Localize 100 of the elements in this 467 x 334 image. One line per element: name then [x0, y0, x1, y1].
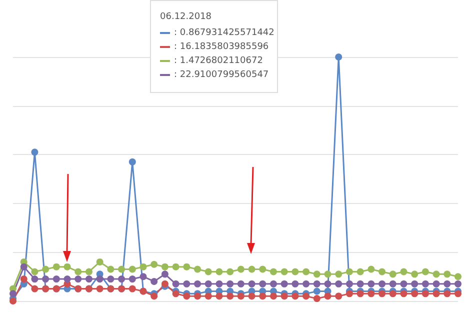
point: [64, 276, 71, 283]
point: [324, 292, 332, 300]
point: [161, 270, 168, 278]
point: [107, 266, 114, 273]
point: [378, 280, 386, 288]
point: [140, 273, 147, 280]
point: [422, 280, 429, 288]
point: [324, 280, 332, 288]
point: [324, 270, 332, 278]
point: [356, 268, 364, 276]
point: [31, 148, 38, 156]
point: [378, 268, 386, 276]
point: [194, 292, 202, 300]
point: [172, 263, 180, 270]
point: [85, 276, 92, 283]
point: [237, 280, 244, 288]
point: [302, 280, 310, 288]
point: [356, 290, 364, 298]
point: [128, 285, 136, 292]
point: [42, 266, 50, 273]
point: [20, 263, 28, 270]
point: [237, 266, 244, 273]
point: [444, 280, 451, 288]
point: [400, 280, 408, 288]
point: [346, 290, 353, 298]
point: [20, 276, 28, 283]
point: [259, 292, 266, 300]
point: [96, 276, 104, 283]
point: [204, 268, 212, 276]
point: [107, 276, 114, 283]
point: [74, 268, 82, 276]
point: [248, 280, 256, 288]
tooltip-box: 06.12.2018 : 0.867931425571442 : 16.1835803985596 : 1.4726802110672 : 22.9100799560547: [150, 0, 278, 93]
point: [161, 280, 168, 288]
point: [10, 290, 16, 298]
point: [226, 280, 234, 288]
point: [400, 268, 408, 276]
point: [42, 276, 50, 283]
point: [270, 268, 277, 276]
point: [150, 292, 158, 300]
point: [368, 290, 375, 298]
point: [432, 280, 440, 288]
point: [31, 276, 38, 283]
point: [183, 280, 190, 288]
point: [335, 54, 342, 60]
point: [270, 292, 277, 300]
point: [259, 266, 266, 273]
point: [389, 270, 396, 278]
point: [422, 290, 429, 298]
point: [204, 292, 212, 300]
point: [411, 270, 418, 278]
point: [183, 292, 190, 300]
point: [118, 266, 126, 273]
point: [356, 280, 364, 288]
point: [150, 260, 158, 268]
point: [259, 280, 266, 288]
point: [292, 280, 299, 288]
point: [292, 292, 299, 300]
point: [454, 290, 462, 298]
point: [444, 270, 451, 278]
annotation: : 22.9100799560547: [174, 70, 269, 80]
point: [216, 280, 223, 288]
point: [128, 266, 136, 273]
point: [335, 292, 342, 300]
point: [454, 273, 462, 280]
point: [194, 280, 202, 288]
point: [74, 276, 82, 283]
point: [346, 280, 353, 288]
point: [161, 263, 168, 270]
point: [400, 290, 408, 298]
point: [216, 292, 223, 300]
point: [389, 280, 396, 288]
point: [204, 280, 212, 288]
point: [313, 280, 320, 288]
point: [248, 292, 256, 300]
point: [226, 292, 234, 300]
point: [368, 266, 375, 273]
point: [346, 268, 353, 276]
point: [378, 290, 386, 298]
point: [368, 280, 375, 288]
point: [270, 280, 277, 288]
point: [31, 285, 38, 292]
point: [183, 263, 190, 270]
point: [432, 290, 440, 298]
point: [85, 268, 92, 276]
point: [432, 270, 440, 278]
point: [128, 158, 136, 166]
point: [313, 288, 320, 295]
point: [411, 280, 418, 288]
point: [96, 285, 104, 292]
point: [313, 270, 320, 278]
point: [302, 292, 310, 300]
point: [172, 290, 180, 298]
annotation: : 1.4726802110672: [174, 56, 263, 66]
point: [52, 263, 60, 270]
point: [248, 266, 256, 273]
point: [52, 276, 60, 283]
point: [172, 280, 180, 288]
point: [280, 268, 288, 276]
point: [292, 268, 299, 276]
